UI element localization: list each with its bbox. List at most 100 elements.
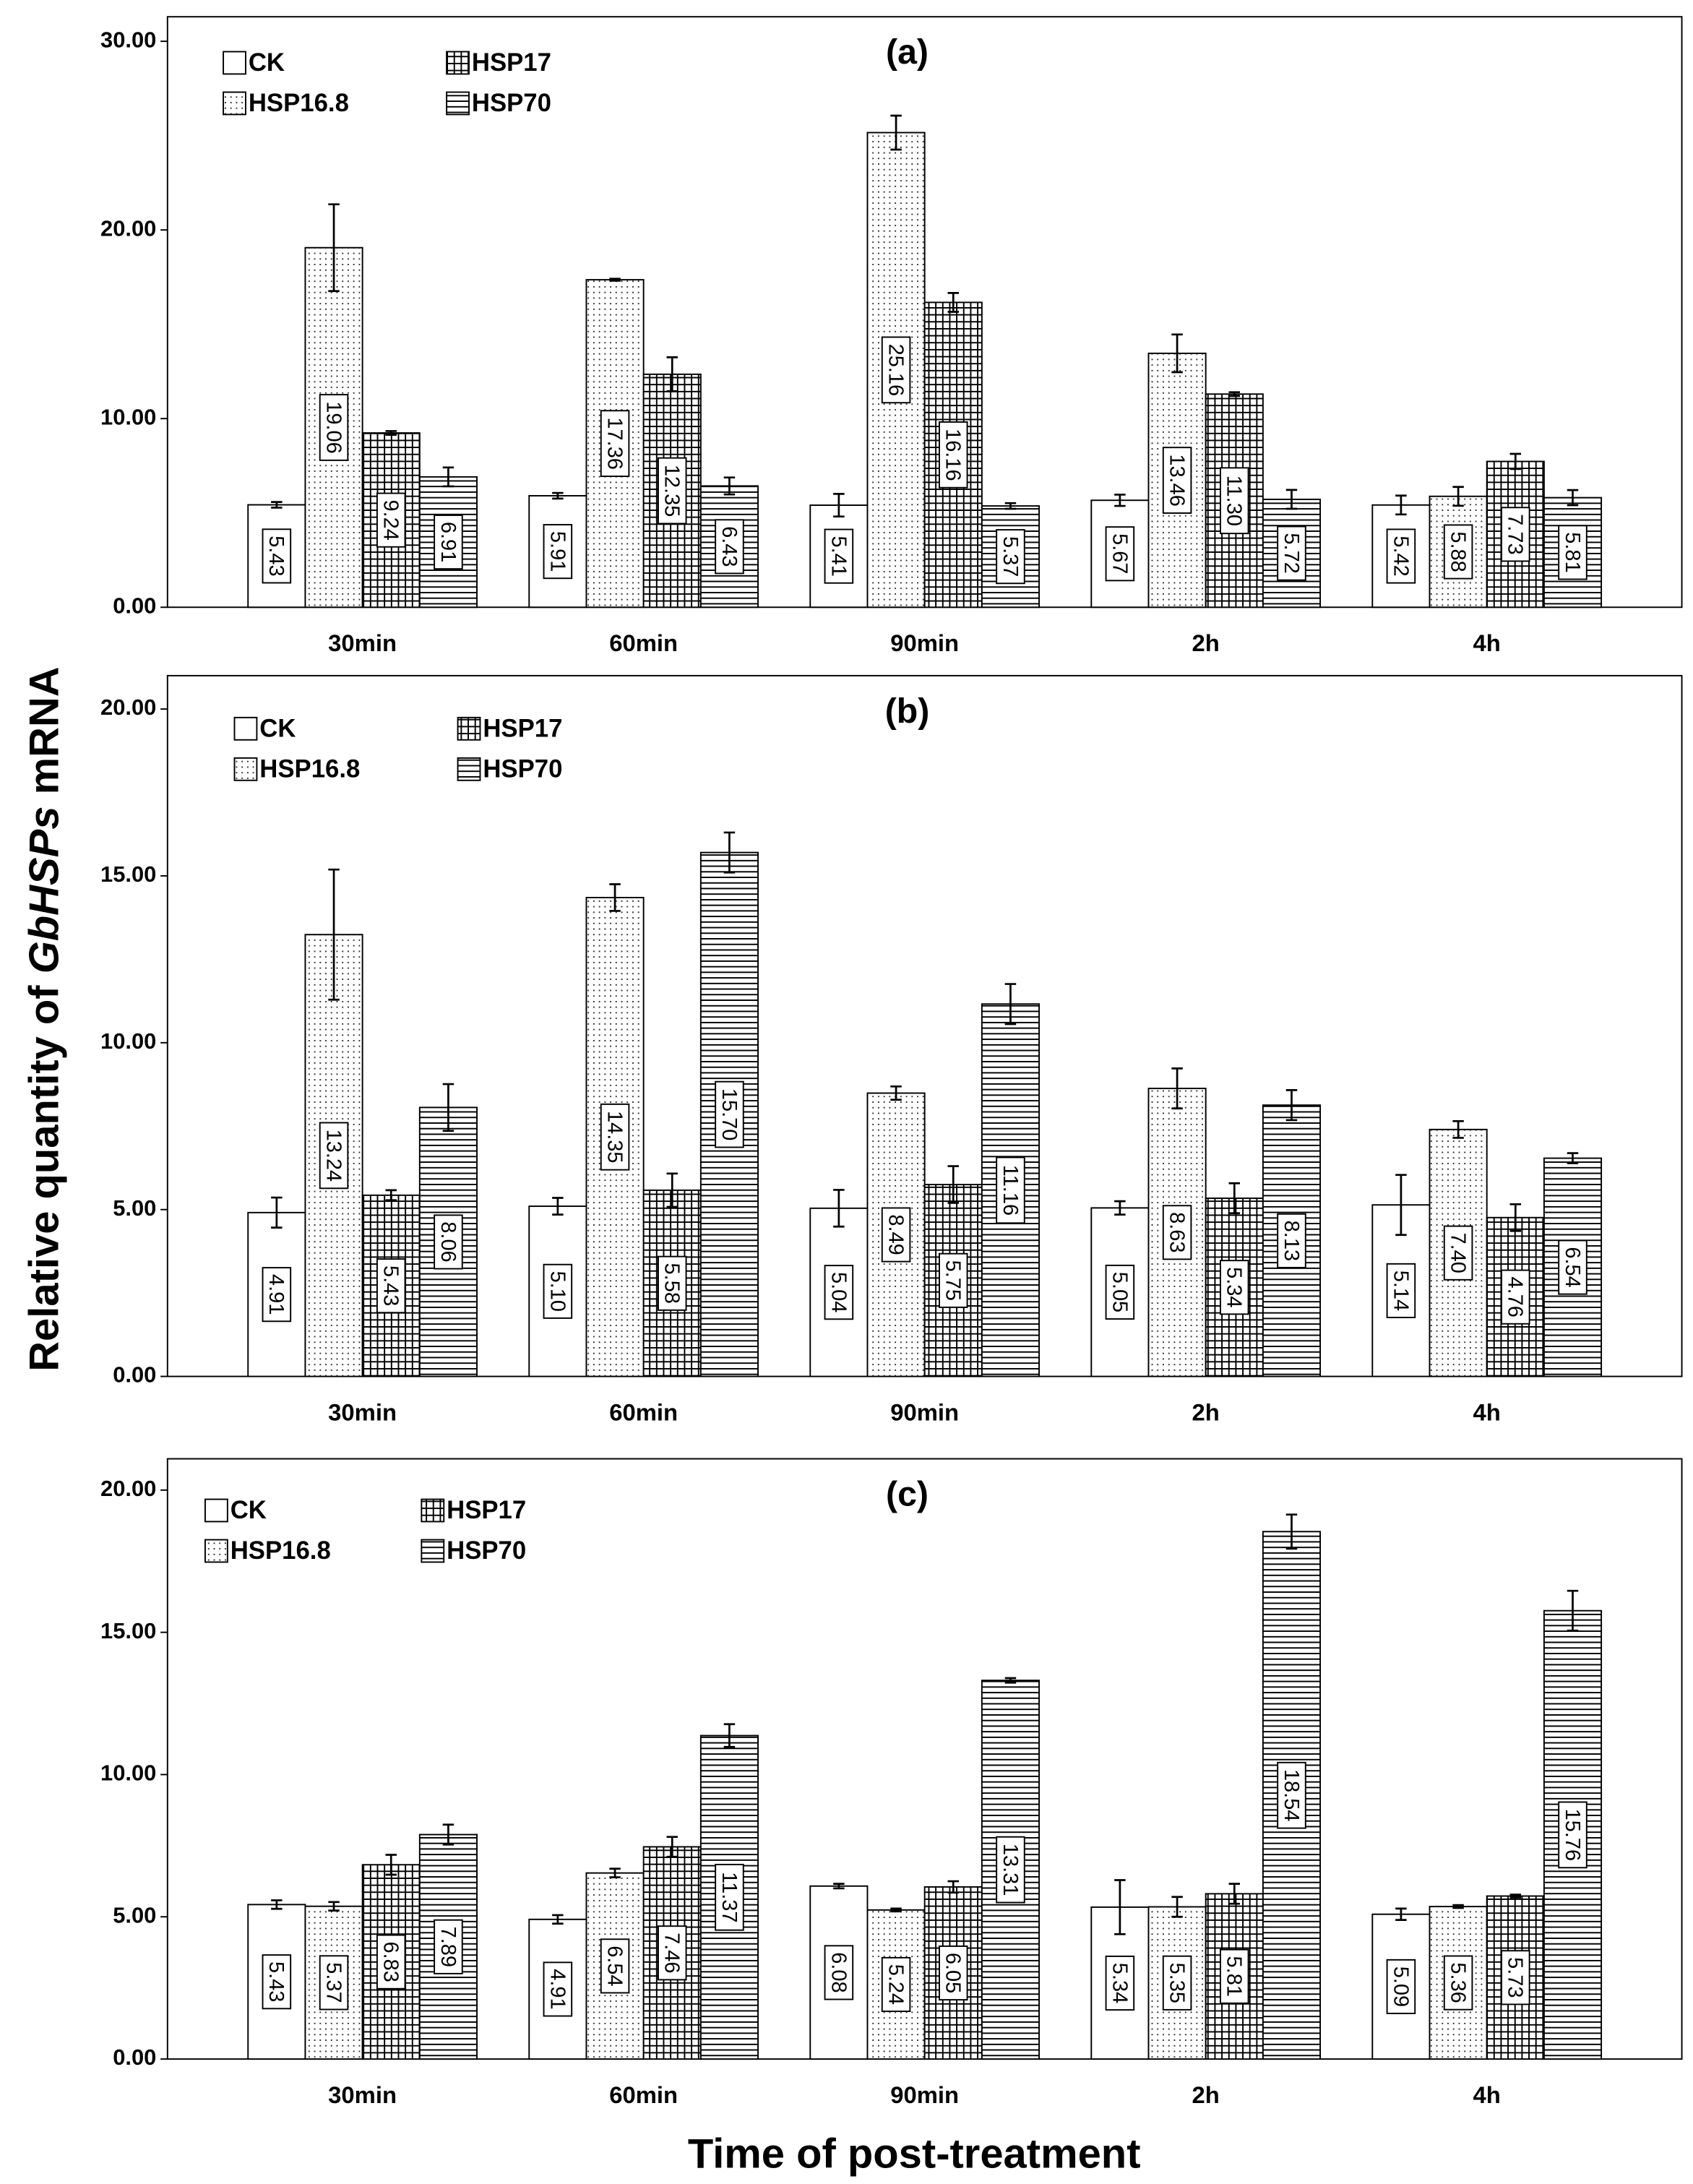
value-label-box — [434, 1214, 463, 1270]
value-label-box — [1558, 525, 1588, 580]
legend-label: HSP70 — [447, 1537, 526, 1565]
bar — [585, 1872, 645, 2060]
y-tick-label: 20.00 — [100, 215, 156, 241]
value-label: 5.36 — [1447, 1962, 1470, 2003]
x-axis-title: Time of post-treatment — [688, 2131, 1141, 2177]
value-label-box — [1443, 524, 1473, 580]
value-label: 5.10 — [546, 1271, 569, 1312]
error-bar — [1171, 1067, 1183, 1110]
error-bar — [385, 430, 397, 437]
value-label-group: 7.46 — [657, 1925, 687, 1981]
value-label-box — [715, 1863, 744, 1931]
y-axis-title-part: GbHSPs — [22, 806, 68, 973]
legend-label: HSP70 — [483, 755, 562, 783]
error-bar — [552, 1914, 564, 1925]
y-tick-label: 20.00 — [100, 695, 156, 720]
value-label: 17.36 — [603, 417, 626, 469]
error-bar — [1395, 494, 1407, 516]
value-label-group: 7.89 — [434, 1919, 463, 1974]
legend-label: HSP16.8 — [231, 1537, 331, 1565]
value-label: 14.35 — [603, 1111, 626, 1164]
value-label-box — [824, 1265, 854, 1320]
value-label-box — [262, 528, 292, 584]
error-bar — [442, 466, 455, 488]
value-label: 5.88 — [1447, 531, 1470, 572]
value-label-group: 12.35 — [657, 457, 687, 525]
value-label-group: 5.37 — [996, 529, 1025, 585]
value-label: 7.89 — [436, 1927, 460, 1967]
error-bar — [1114, 1200, 1126, 1216]
value-label: 5.04 — [827, 1272, 850, 1312]
y-axis-title: Relative quantity of GbHSPs mRNA — [22, 666, 68, 1371]
y-tick-label: 20.00 — [100, 1476, 156, 1501]
value-label-group: 11.30 — [1220, 467, 1249, 535]
legend-swatch — [204, 1498, 228, 1523]
value-label-group: 5.73 — [1501, 1950, 1530, 2005]
value-label-box — [996, 1156, 1025, 1224]
value-label-group: 6.54 — [600, 1938, 630, 1994]
value-label: 5.43 — [379, 1265, 402, 1306]
value-label-group: 5.10 — [543, 1263, 573, 1319]
legend-swatch — [233, 757, 258, 781]
value-label-box — [262, 1954, 292, 2010]
value-label-box — [715, 1080, 744, 1148]
value-label-box — [824, 528, 854, 584]
value-label-group: 6.08 — [824, 1945, 854, 2000]
value-label: 5.34 — [1223, 1267, 1246, 1307]
value-label-box — [1162, 1205, 1192, 1260]
error-bar — [609, 278, 621, 282]
value-label-box — [600, 410, 630, 478]
error-bar — [271, 1196, 283, 1229]
value-label: 6.83 — [379, 1941, 402, 1982]
y-tick-label: 0.00 — [113, 2045, 156, 2070]
value-label-group: 5.34 — [1105, 1955, 1135, 2011]
value-label: 5.43 — [264, 536, 288, 576]
value-label-group: 5.43 — [376, 1258, 406, 1314]
y-tick-label: 15.00 — [100, 861, 156, 887]
value-label-box — [881, 336, 911, 404]
value-label: 13.31 — [999, 1844, 1022, 1896]
value-label-box — [1501, 1950, 1530, 2005]
error-bar — [947, 1880, 959, 1894]
value-label-box — [543, 1263, 573, 1319]
legend-swatch — [223, 91, 246, 116]
value-label-box — [996, 529, 1025, 585]
value-label: 5.75 — [942, 1260, 965, 1301]
error-bar — [1171, 1896, 1183, 1918]
error-bar — [442, 1823, 455, 1846]
value-label: 5.81 — [1561, 532, 1584, 572]
value-label-box — [319, 1122, 349, 1190]
error-bar — [890, 1085, 902, 1101]
value-label: 5.14 — [1389, 1271, 1412, 1311]
value-label-box — [1277, 1213, 1306, 1268]
value-label-box — [319, 1955, 349, 2011]
legend-swatch — [204, 1539, 228, 1563]
legend-label: CK — [249, 49, 285, 77]
value-label: 6.05 — [942, 1953, 965, 1993]
value-label-box — [881, 1207, 911, 1263]
y-tick-label: 0.00 — [113, 1362, 156, 1388]
value-label: 19.06 — [322, 401, 345, 454]
x-tick-label: 2h — [1192, 2081, 1220, 2108]
value-label-box — [1220, 467, 1249, 535]
error-bar — [1228, 391, 1241, 397]
value-label: 5.37 — [322, 1962, 345, 2003]
value-label-group: 25.16 — [881, 336, 911, 404]
value-label-box — [715, 519, 744, 575]
value-label-group: 19.06 — [319, 394, 349, 461]
value-label-box — [881, 1956, 911, 2013]
y-tick-label: 10.00 — [100, 404, 156, 429]
x-tick-label: 30min — [328, 629, 397, 656]
value-label: 8.49 — [884, 1214, 907, 1255]
value-label: 12.35 — [660, 465, 684, 517]
value-label-box — [1220, 1948, 1249, 2004]
value-label-group: 7.73 — [1501, 507, 1530, 562]
error-bar — [890, 1907, 902, 1913]
value-label-group: 13.24 — [319, 1122, 349, 1190]
legend-swatch — [457, 757, 481, 781]
legend-label: HSP17 — [447, 1497, 526, 1524]
y-tick-label: 30.00 — [100, 27, 156, 52]
value-label-group: 5.75 — [938, 1252, 968, 1308]
value-label-group: 5.24 — [881, 1956, 911, 2013]
y-tick-label: 10.00 — [100, 1028, 156, 1054]
